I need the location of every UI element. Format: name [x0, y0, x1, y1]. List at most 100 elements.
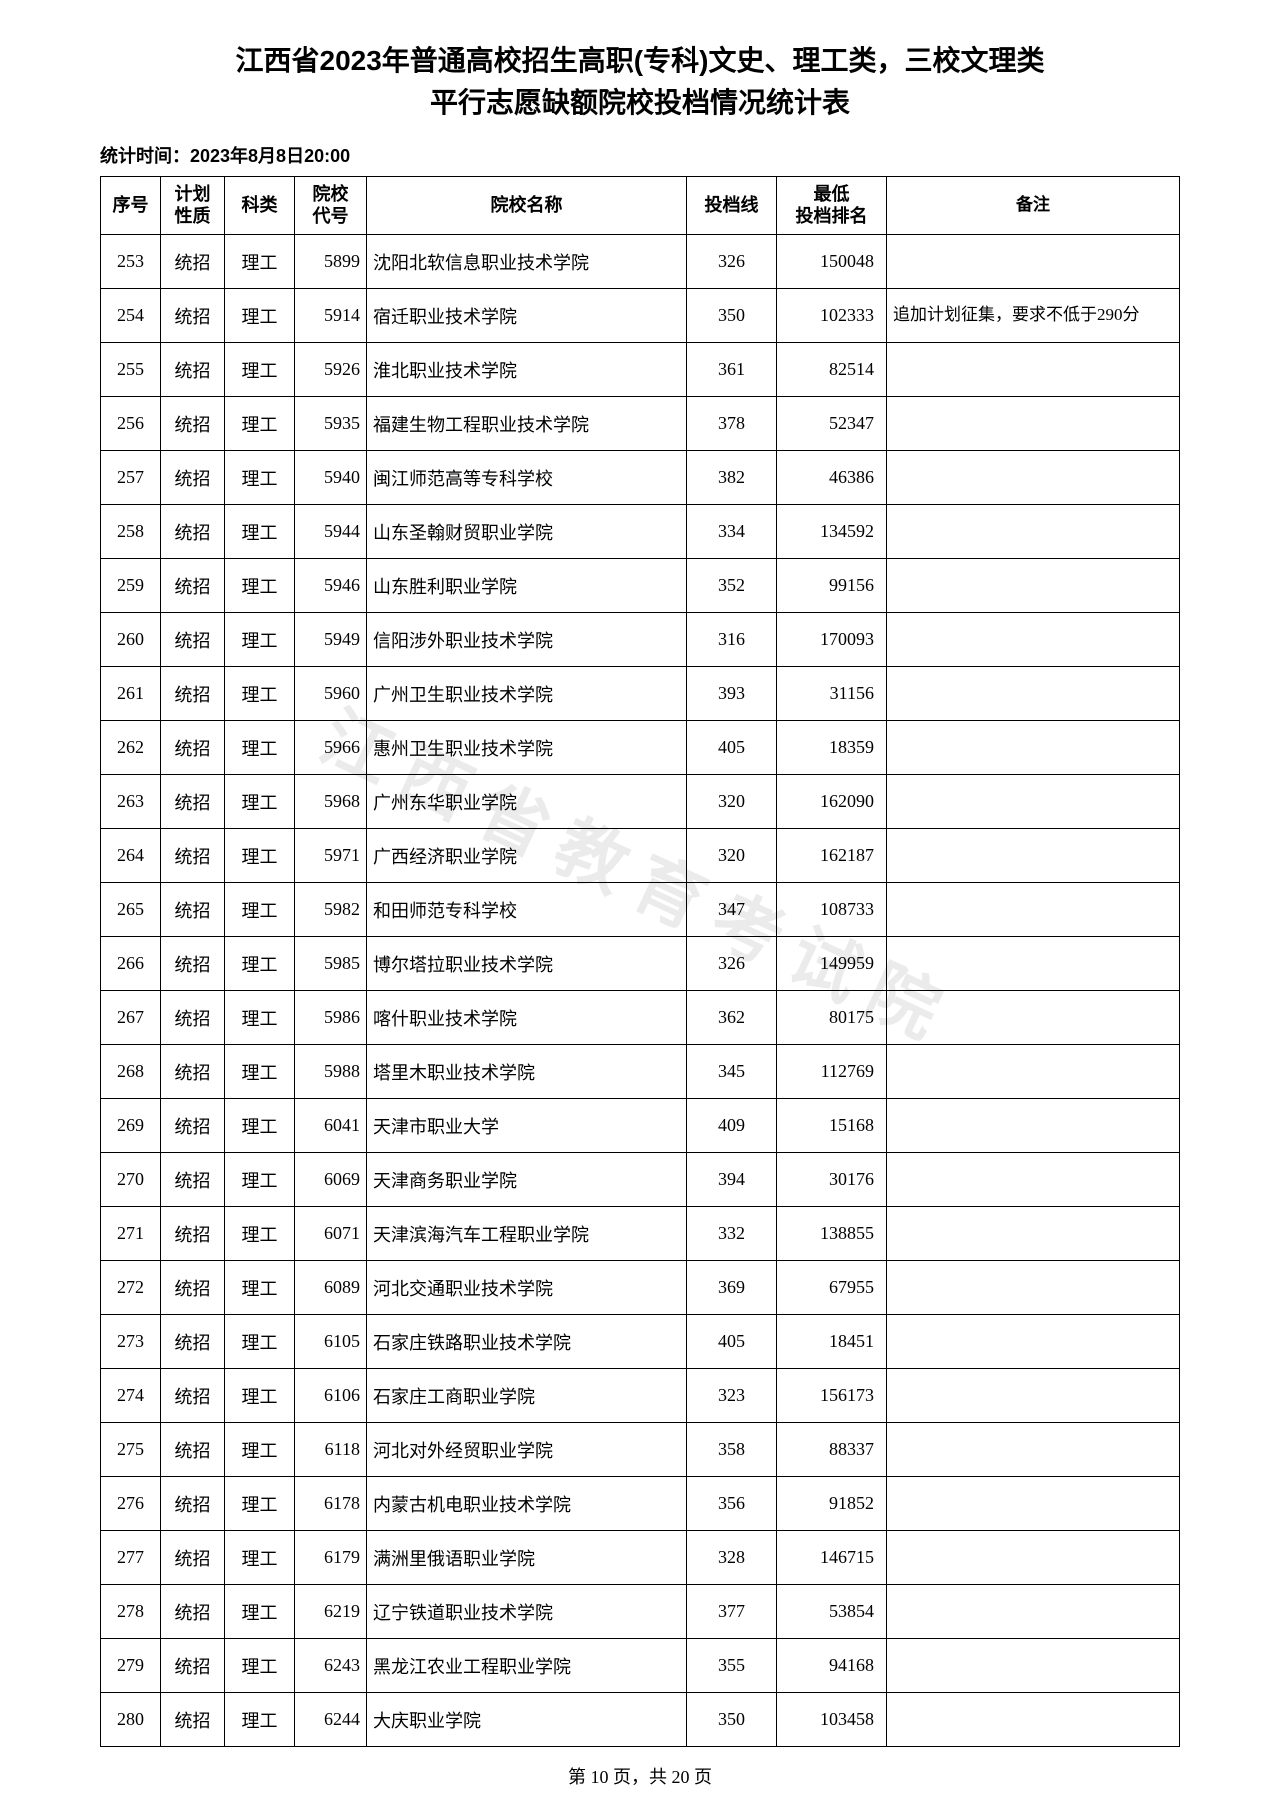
cell-cat: 理工 [225, 1477, 295, 1531]
cell-note [887, 883, 1180, 937]
cell-code: 6179 [295, 1531, 367, 1585]
cell-plan: 统招 [161, 1423, 225, 1477]
admission-table: 序号 计划性质 科类 院校代号 院校名称 投档线 最低投档排名 备注 253统招… [100, 176, 1180, 1747]
cell-rank: 134592 [777, 505, 887, 559]
cell-score: 382 [687, 451, 777, 505]
cell-name: 天津滨海汽车工程职业学院 [367, 1207, 687, 1261]
cell-code: 5966 [295, 721, 367, 775]
cell-name: 石家庄铁路职业技术学院 [367, 1315, 687, 1369]
cell-score: 320 [687, 829, 777, 883]
cell-plan: 统招 [161, 1693, 225, 1747]
cell-note [887, 775, 1180, 829]
cell-plan: 统招 [161, 1207, 225, 1261]
cell-code: 5968 [295, 775, 367, 829]
cell-cat: 理工 [225, 1153, 295, 1207]
cell-rank: 91852 [777, 1477, 887, 1531]
cell-cat: 理工 [225, 829, 295, 883]
table-row: 261统招理工5960广州卫生职业技术学院39331156 [101, 667, 1180, 721]
header-plan: 计划性质 [161, 177, 225, 235]
cell-score: 332 [687, 1207, 777, 1261]
cell-score: 405 [687, 1315, 777, 1369]
cell-cat: 理工 [225, 1261, 295, 1315]
cell-cat: 理工 [225, 775, 295, 829]
cell-score: 405 [687, 721, 777, 775]
table-row: 262统招理工5966惠州卫生职业技术学院40518359 [101, 721, 1180, 775]
cell-cat: 理工 [225, 1639, 295, 1693]
cell-seq: 278 [101, 1585, 161, 1639]
cell-rank: 156173 [777, 1369, 887, 1423]
cell-note [887, 559, 1180, 613]
cell-code: 5986 [295, 991, 367, 1045]
header-seq: 序号 [101, 177, 161, 235]
cell-score: 356 [687, 1477, 777, 1531]
cell-plan: 统招 [161, 505, 225, 559]
cell-note [887, 1477, 1180, 1531]
cell-name: 闽江师范高等专科学校 [367, 451, 687, 505]
cell-note [887, 397, 1180, 451]
document-title: 江西省2023年普通高校招生高职(专科)文史、理工类，三校文理类 平行志愿缺额院… [100, 40, 1180, 124]
cell-seq: 254 [101, 289, 161, 343]
cell-rank: 53854 [777, 1585, 887, 1639]
cell-seq: 268 [101, 1045, 161, 1099]
table-row: 265统招理工5982和田师范专科学校347108733 [101, 883, 1180, 937]
cell-seq: 253 [101, 235, 161, 289]
cell-code: 6178 [295, 1477, 367, 1531]
cell-plan: 统招 [161, 1585, 225, 1639]
cell-score: 347 [687, 883, 777, 937]
stat-time-label: 统计时间：2023年8月8日20:00 [100, 142, 1180, 168]
cell-rank: 67955 [777, 1261, 887, 1315]
cell-score: 409 [687, 1099, 777, 1153]
cell-code: 5971 [295, 829, 367, 883]
cell-name: 博尔塔拉职业技术学院 [367, 937, 687, 991]
header-note: 备注 [887, 177, 1180, 235]
table-row: 254统招理工5914宿迁职业技术学院350102333追加计划征集，要求不低于… [101, 289, 1180, 343]
cell-plan: 统招 [161, 1369, 225, 1423]
cell-plan: 统招 [161, 397, 225, 451]
cell-code: 6089 [295, 1261, 367, 1315]
cell-name: 喀什职业技术学院 [367, 991, 687, 1045]
cell-cat: 理工 [225, 721, 295, 775]
cell-cat: 理工 [225, 1369, 295, 1423]
cell-seq: 261 [101, 667, 161, 721]
cell-cat: 理工 [225, 937, 295, 991]
cell-seq: 265 [101, 883, 161, 937]
cell-name: 天津商务职业学院 [367, 1153, 687, 1207]
header-score: 投档线 [687, 177, 777, 235]
cell-plan: 统招 [161, 829, 225, 883]
cell-plan: 统招 [161, 1639, 225, 1693]
cell-name: 山东胜利职业学院 [367, 559, 687, 613]
cell-note [887, 991, 1180, 1045]
cell-code: 5982 [295, 883, 367, 937]
table-body: 253统招理工5899沈阳北软信息职业技术学院326150048254统招理工5… [101, 235, 1180, 1747]
cell-rank: 146715 [777, 1531, 887, 1585]
cell-code: 6041 [295, 1099, 367, 1153]
cell-seq: 263 [101, 775, 161, 829]
cell-rank: 94168 [777, 1639, 887, 1693]
cell-code: 5949 [295, 613, 367, 667]
cell-score: 358 [687, 1423, 777, 1477]
cell-seq: 273 [101, 1315, 161, 1369]
cell-cat: 理工 [225, 667, 295, 721]
cell-cat: 理工 [225, 559, 295, 613]
cell-rank: 108733 [777, 883, 887, 937]
cell-seq: 271 [101, 1207, 161, 1261]
cell-code: 5926 [295, 343, 367, 397]
table-row: 276统招理工6178内蒙古机电职业技术学院35691852 [101, 1477, 1180, 1531]
table-row: 272统招理工6089河北交通职业技术学院36967955 [101, 1261, 1180, 1315]
cell-name: 沈阳北软信息职业技术学院 [367, 235, 687, 289]
cell-cat: 理工 [225, 289, 295, 343]
cell-seq: 272 [101, 1261, 161, 1315]
cell-code: 5914 [295, 289, 367, 343]
cell-name: 广西经济职业学院 [367, 829, 687, 883]
cell-name: 福建生物工程职业技术学院 [367, 397, 687, 451]
table-row: 280统招理工6244大庆职业学院350103458 [101, 1693, 1180, 1747]
cell-note [887, 343, 1180, 397]
cell-name: 宿迁职业技术学院 [367, 289, 687, 343]
cell-plan: 统招 [161, 667, 225, 721]
cell-code: 6071 [295, 1207, 367, 1261]
cell-score: 378 [687, 397, 777, 451]
cell-score: 361 [687, 343, 777, 397]
cell-score: 316 [687, 613, 777, 667]
cell-cat: 理工 [225, 1585, 295, 1639]
table-row: 257统招理工5940闽江师范高等专科学校38246386 [101, 451, 1180, 505]
